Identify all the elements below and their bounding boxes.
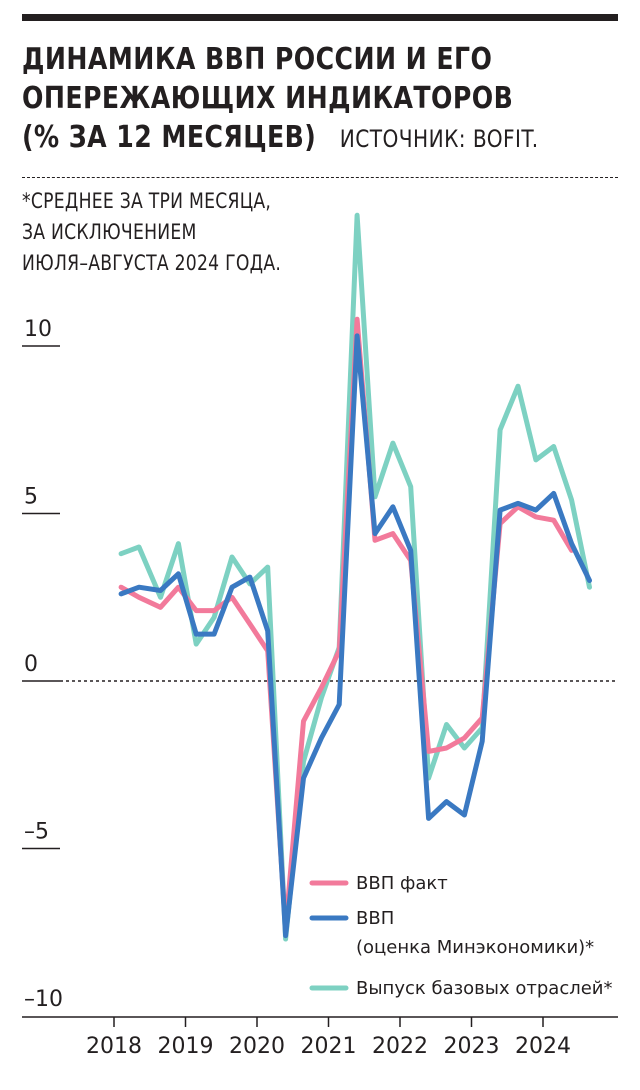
y-tick-label: –10 (24, 987, 63, 1012)
y-tick-label: 5 (24, 485, 38, 510)
x-tick-label: 2021 (301, 1034, 357, 1059)
legend-label: (оценка Минэкономики)* (356, 937, 594, 958)
x-tick-label: 2020 (229, 1034, 285, 1059)
x-tick-label: 2019 (158, 1034, 214, 1059)
footnote-line-3: ИЮЛЯ–АВГУСТА 2024 ГОДА. (22, 251, 282, 275)
legend-label: ВВП (356, 908, 394, 929)
title-line-1: ДИНАМИКА ВВП РОССИИ И ЕГО (22, 42, 493, 77)
legend-label: Выпуск базовых отраслей* (356, 978, 613, 999)
y-tick-label: 0 (24, 652, 38, 677)
x-tick-label: 2024 (515, 1034, 571, 1059)
source-label: ИСТОЧНИК: BOFIT. (339, 125, 539, 153)
footnote-line-2: ЗА ИСКЛЮЧЕНИЕМ (22, 220, 197, 244)
y-tick-label: 10 (24, 317, 52, 342)
footnote-line-1: *СРЕДНЕЕ ЗА ТРИ МЕСЯЦА, (22, 189, 272, 213)
title-line-3-wrap: (% ЗА 12 МЕСЯЦЕВ) ИСТОЧНИК: BOFIT. (22, 118, 538, 159)
x-tick-label: 2018 (86, 1034, 142, 1059)
footnote: *СРЕДНЕЕ ЗА ТРИ МЕСЯЦА, ЗА ИСКЛЮЧЕНИЕМ И… (22, 186, 281, 279)
legend-label: ВВП факт (356, 873, 448, 894)
series-line (118, 333, 592, 939)
series-line (118, 316, 575, 932)
header-separator (22, 177, 618, 178)
x-tick-label: 2023 (444, 1034, 500, 1059)
top-rule (22, 14, 618, 21)
title-line-3: (% ЗА 12 МЕСЯЦЕВ) (22, 120, 317, 155)
y-tick-label: –5 (24, 820, 49, 845)
x-tick-label: 2022 (372, 1034, 428, 1059)
chart-title: ДИНАМИКА ВВП РОССИИ И ЕГО ОПЕРЕЖАЮЩИХ ИН… (22, 40, 538, 159)
title-line-2: ОПЕРЕЖАЮЩИХ ИНДИКАТОРОВ (22, 81, 514, 116)
